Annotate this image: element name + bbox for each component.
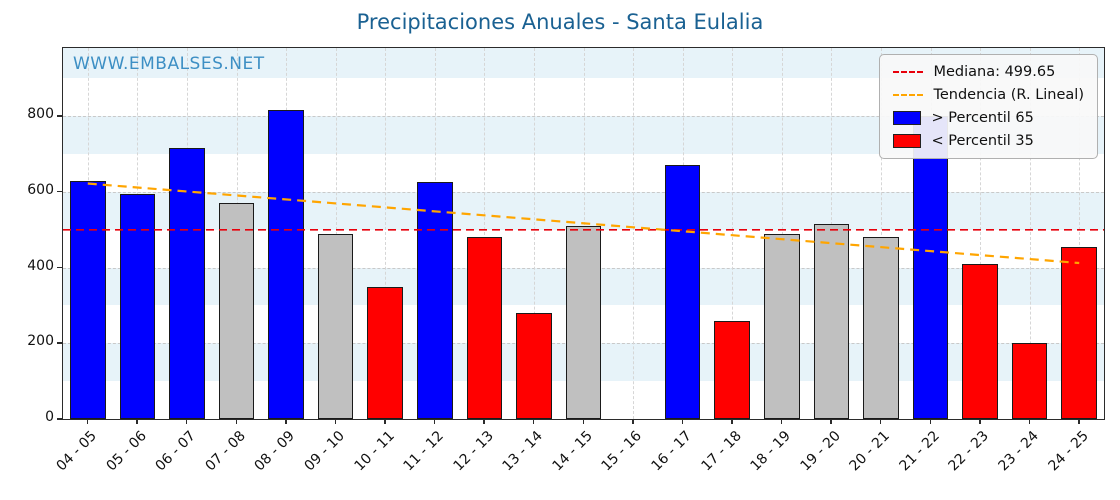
bar-05-06 [119, 193, 156, 419]
legend-item-percentil35: < Percentil 35 [893, 133, 1084, 149]
x-tick-label: 16 - 17 [648, 428, 695, 475]
y-tick-label: 0 [45, 409, 54, 425]
bar-08-09 [268, 110, 304, 419]
bar-14-15 [565, 225, 602, 419]
bar-24-25 [1061, 246, 1098, 419]
y-tick-label: 800 [27, 106, 54, 123]
x-tick-label: 09 - 10 [301, 428, 348, 475]
bar-23-24 [1011, 343, 1048, 419]
watermark: WWW.EMBALSES.NET [73, 54, 265, 74]
chart-title: Precipitaciones Anuales - Santa Eulalia [356, 10, 764, 34]
x-tick-label: 06 - 07 [152, 428, 200, 475]
bar-06-07 [169, 148, 205, 419]
legend-item-percentil65: > Percentil 65 [893, 110, 1084, 126]
x-tick-mark [285, 419, 287, 424]
x-tick-mark [1078, 419, 1080, 424]
x-tick-mark [582, 419, 584, 424]
x-tick-label: 24 - 25 [1045, 428, 1092, 475]
bar-19-20 [813, 224, 850, 419]
y-tick-label: 600 [27, 181, 54, 198]
x-tick-label: 04 - 05 [53, 428, 101, 475]
x-tick-label: 05 - 06 [103, 428, 150, 475]
x-tick-mark [632, 419, 634, 424]
bar-09-10 [317, 233, 354, 419]
x-tick-mark [136, 419, 138, 424]
bar-20-21 [863, 237, 899, 419]
bar-22-23 [962, 263, 998, 419]
bar-16-17 [664, 165, 701, 419]
x-tick-mark [86, 419, 89, 424]
v-gridline [633, 48, 635, 419]
x-tick-label: 20 - 21 [846, 428, 894, 475]
y-tick-mark [57, 266, 62, 269]
y-tick-mark [57, 190, 62, 193]
y-tick-mark [57, 418, 62, 420]
x-tick-mark [731, 419, 733, 424]
x-tick-label: 15 - 16 [599, 428, 646, 475]
x-tick-label: 18 - 19 [747, 428, 795, 475]
bar-18-19 [763, 233, 800, 419]
legend: Mediana: 499.65 Tendencia (R. Lineal) > … [879, 54, 1098, 159]
x-tick-label: 08 - 09 [252, 428, 299, 475]
x-tick-label: 12 - 13 [450, 428, 497, 475]
y-tick-mark [57, 115, 62, 117]
x-tick-mark [979, 419, 981, 424]
bar-10-11 [367, 286, 404, 419]
trend-line-swatch [893, 94, 924, 96]
bar-11-12 [416, 182, 453, 419]
x-tick-mark [235, 419, 237, 424]
y-tick-label: 200 [27, 333, 54, 350]
bar-13-14 [516, 313, 552, 419]
bar-21-22 [912, 116, 949, 419]
x-tick-mark [681, 419, 684, 424]
x-tick-mark [532, 419, 535, 424]
y-tick-label: 400 [27, 257, 54, 274]
x-tick-mark [185, 419, 188, 424]
x-tick-label: 10 - 11 [351, 428, 398, 475]
percentil35-swatch [893, 134, 922, 148]
bar-07-08 [218, 203, 255, 419]
x-tick-mark [334, 419, 337, 424]
x-tick-mark [384, 419, 386, 424]
x-tick-mark [1028, 419, 1031, 424]
x-tick-label: 14 - 15 [549, 428, 596, 475]
x-tick-label: 19 - 20 [797, 428, 844, 475]
x-tick-mark [929, 419, 931, 424]
legend-label-mediana: Mediana: 499.65 [933, 64, 1056, 80]
x-tick-label: 23 - 24 [995, 428, 1042, 475]
x-tick-label: 13 - 14 [499, 428, 547, 475]
y-tick-mark [57, 342, 62, 344]
legend-label-percentil35: < Percentil 35 [931, 133, 1034, 149]
legend-label-percentil65: > Percentil 65 [931, 110, 1034, 126]
x-tick-label: 17 - 18 [698, 428, 745, 475]
percentil65-swatch [893, 111, 922, 125]
x-tick-mark [433, 419, 436, 424]
median-line-swatch [893, 71, 924, 73]
x-tick-label: 07 - 08 [202, 428, 249, 475]
legend-label-tendencia: Tendencia (R. Lineal) [933, 87, 1084, 103]
bar-17-18 [714, 320, 751, 419]
x-tick-label: 22 - 23 [946, 428, 993, 475]
x-tick-mark [830, 419, 832, 424]
x-tick-mark [780, 419, 783, 424]
x-tick-label: 21 - 22 [896, 428, 943, 475]
plot-area: WWW.EMBALSES.NET Mediana: 499.65 Tendenc… [62, 47, 1105, 420]
x-tick-mark [879, 419, 882, 424]
bar-12-13 [466, 237, 503, 419]
legend-item-mediana: Mediana: 499.65 [893, 64, 1084, 80]
legend-item-tendencia: Tendencia (R. Lineal) [893, 87, 1084, 103]
x-tick-mark [483, 419, 485, 424]
bar-04-05 [69, 180, 106, 419]
v-gridline [1079, 48, 1081, 419]
x-tick-label: 11 - 12 [400, 428, 448, 475]
